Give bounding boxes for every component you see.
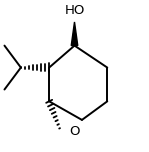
Polygon shape: [71, 22, 78, 46]
Text: HO: HO: [64, 4, 85, 17]
Text: O: O: [69, 125, 80, 138]
